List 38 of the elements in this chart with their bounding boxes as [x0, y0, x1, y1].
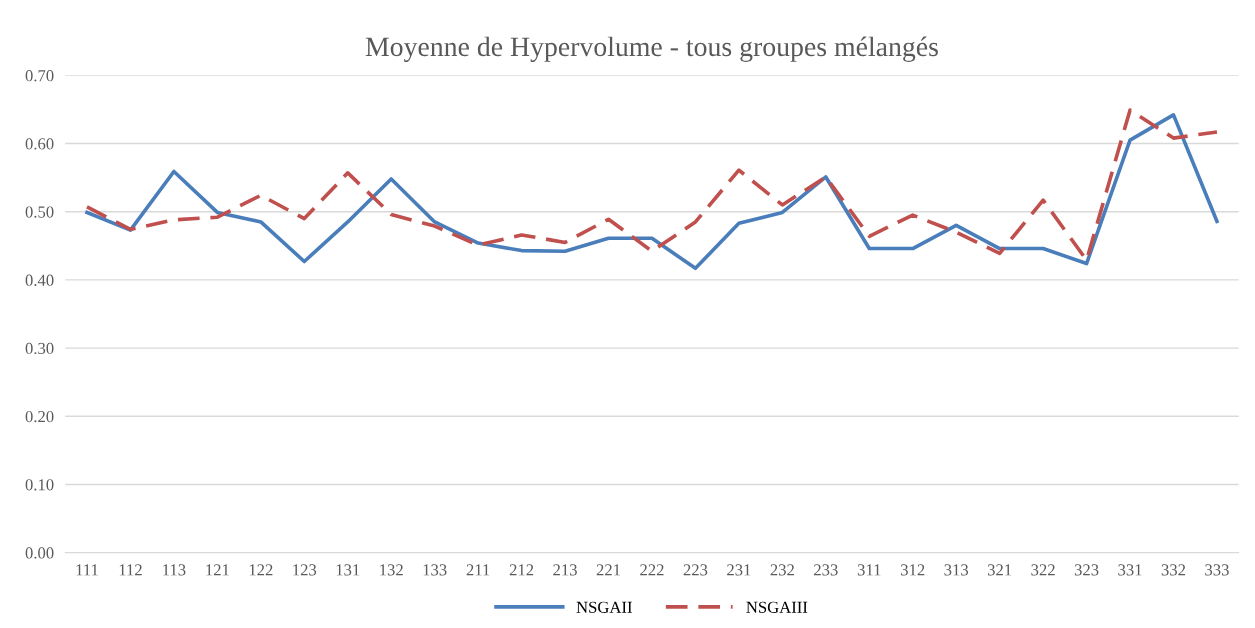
- legend-label: NSGAII: [576, 601, 632, 613]
- y-tick-label: 0.00: [25, 547, 54, 559]
- x-tick-label: 132: [380, 564, 403, 576]
- x-tick-label: 213: [553, 564, 577, 576]
- y-tick-label: 0.50: [25, 206, 54, 218]
- x-tick-label: 123: [293, 564, 317, 576]
- x-tick-label: 121: [206, 564, 229, 576]
- y-tick-label: 0.30: [25, 342, 54, 355]
- x-tick-label: 112: [119, 564, 142, 576]
- x-tick-label: 221: [596, 564, 621, 576]
- y-tick-label: 0.40: [25, 274, 54, 286]
- x-tick-label: 222: [640, 564, 664, 576]
- x-tick-label: 223: [683, 564, 708, 576]
- chart-title: Moyenne de Hypervolume - tous groupes mélangés: [365, 36, 938, 62]
- y-tick-label: 0.60: [25, 138, 54, 150]
- x-tick-label: 313: [944, 564, 969, 576]
- y-tick-label: 0.70: [25, 70, 54, 82]
- x-tick-label: 131: [336, 564, 360, 576]
- x-tick-label: 332: [1161, 564, 1186, 576]
- x-tick-label: 311: [857, 564, 881, 576]
- x-tick-label: 323: [1074, 564, 1099, 576]
- x-tick-label: 322: [1031, 564, 1055, 576]
- x-tick-label: 232: [770, 564, 794, 576]
- x-tick-label: 312: [901, 564, 925, 576]
- x-tick-label: 111: [76, 564, 98, 576]
- x-tick-label: 211: [466, 564, 490, 576]
- y-tick-label: 0.10: [25, 479, 54, 491]
- legend-label: NSGAIII: [746, 601, 808, 613]
- x-tick-label: 113: [163, 564, 186, 576]
- x-tick-label: 333: [1205, 564, 1229, 576]
- x-tick-label: 331: [1118, 564, 1142, 576]
- y-tick-label: 0.20: [25, 410, 54, 423]
- x-tick-label: 231: [727, 564, 751, 576]
- x-tick-label: 133: [423, 564, 447, 576]
- x-tick-label: 233: [814, 564, 838, 576]
- x-tick-label: 321: [987, 564, 1012, 576]
- x-tick-label: 212: [509, 564, 534, 576]
- x-tick-label: 122: [249, 564, 273, 576]
